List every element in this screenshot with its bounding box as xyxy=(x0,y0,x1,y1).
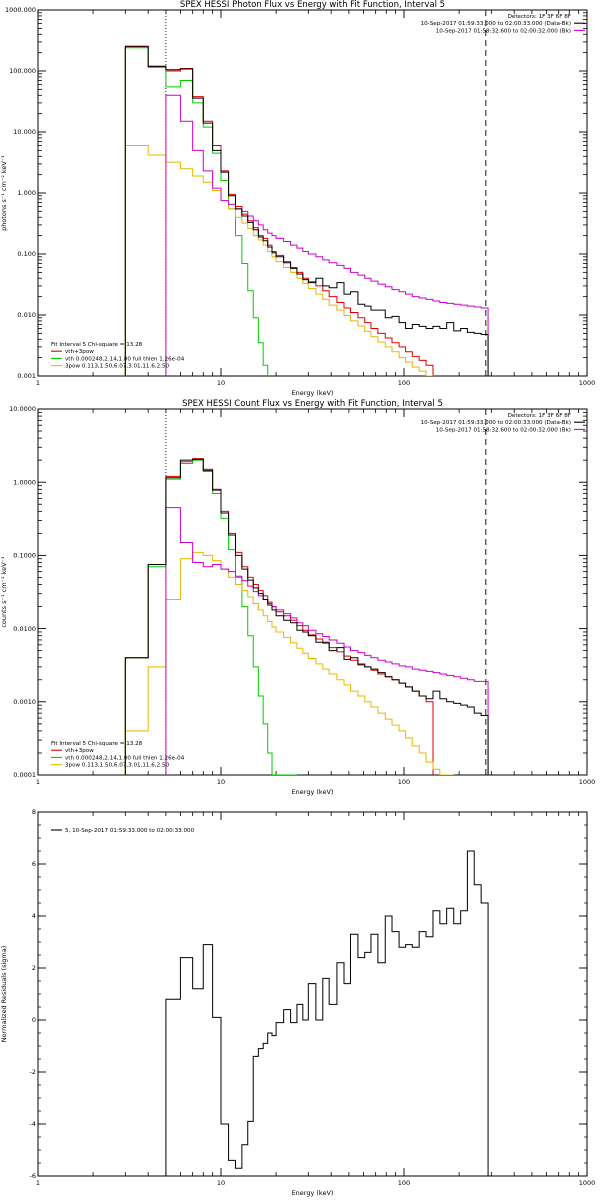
legend-entry: Fit Interval 5 Chi-square = 13.28 xyxy=(51,741,143,747)
legend-entry: 10-Sep-2017 01:58:32.600 to 02:00:32.000… xyxy=(436,28,571,34)
legend-entry: vth 0.000248,2.14,1.00 full thlen 1.26e-… xyxy=(65,755,185,761)
y-tick-label: 1.000 xyxy=(17,189,36,197)
legend-entry: 10-Sep-2017 01:59:33.000 to 02:00:33.000… xyxy=(421,420,571,426)
x-axis-label: Energy (keV) xyxy=(292,389,334,397)
legend-entry: 3pow 0.113,1.50,6.07,3.01,11.6,2.50 xyxy=(65,763,170,769)
y-tick-label: 0.010 xyxy=(17,311,36,319)
plot-frame xyxy=(37,9,588,377)
x-tick-label: 100 xyxy=(398,379,410,387)
legend-entry: Detectors: 1F 3F 6F 8F xyxy=(508,14,571,20)
legend-legend_bl: Fit Interval 5 Chi-square = 13.28vth+3po… xyxy=(51,342,185,370)
x-tick-label: 10 xyxy=(217,379,225,387)
y-tick-label: 8 xyxy=(32,808,36,816)
y-tick-label: 0.001 xyxy=(17,372,36,380)
x-tick-label: 100 xyxy=(398,1179,410,1187)
y-axis-label: counts s⁻¹ cm⁻² keV⁻¹ xyxy=(0,556,8,628)
series-line-2 xyxy=(124,47,269,376)
legend-entry: vth+3pow xyxy=(65,748,94,754)
y-tick-label: 0.0001 xyxy=(13,771,36,779)
series-line-1 xyxy=(165,850,489,1176)
series-line-5 xyxy=(124,458,489,775)
series-line-2 xyxy=(124,459,297,775)
chart-panel-3: 1 10 100 1000 -6 -4 -2 0 2 4 6 8 Energy (keV) Normali… xyxy=(0,808,595,1197)
y-tick-label: 0 xyxy=(32,1016,36,1024)
series-line-3 xyxy=(124,145,433,376)
x-tick-label: 10 xyxy=(217,778,225,786)
x-axis-label: Energy (keV) xyxy=(292,1189,334,1197)
series-group xyxy=(124,45,489,376)
legend-entry: vth 0.000248,2.14,1.00 full thlen 1.26e-… xyxy=(65,356,185,362)
y-tick-label: 10.0000 xyxy=(9,405,36,413)
y-tick-label: 1000.000 xyxy=(5,6,36,14)
legend-entry: 5, 10-Sep-2017 01:59:33.000 to 02:00:33.… xyxy=(65,828,195,834)
chart-panel-1: SPEX HESSI Photon Flux vs Energy with Fi… xyxy=(0,0,595,397)
y-tick-label: -6 xyxy=(30,1172,36,1180)
legend-legend_bl: Fit Interval 5 Chi-square = 13.28vth+3po… xyxy=(51,741,185,769)
x-tick-label: 100 xyxy=(398,778,410,786)
legend-entry: vth+3pow xyxy=(65,349,94,355)
legend-legend_tl: 5, 10-Sep-2017 01:59:33.000 to 02:00:33.… xyxy=(51,828,195,834)
legend-entry: Fit Interval 5 Chi-square = 13.28 xyxy=(51,342,143,348)
x-tick-label: 1 xyxy=(36,778,40,786)
x-tick-label: 1 xyxy=(36,379,40,387)
chart-panel-2: SPEX HESSI Count Flux vs Energy with Fit… xyxy=(0,399,595,796)
y-tick-label: 6 xyxy=(32,860,36,868)
y-tick-label: 100.000 xyxy=(9,67,36,75)
series-line-1 xyxy=(124,458,434,775)
x-tick-label: 1000 xyxy=(579,1179,596,1187)
y-axis-label: Normalized Residuals (sigma) xyxy=(0,946,8,1043)
y-axis-label: photons s⁻¹ cm⁻² keV⁻¹ xyxy=(0,155,8,231)
x-axis-label: Energy (keV) xyxy=(292,788,334,796)
y-tick-label: 0.0100 xyxy=(13,625,36,633)
series-group xyxy=(165,850,489,1176)
y-tick-label: 4 xyxy=(32,912,36,920)
chart-title: SPEX HESSI Count Flux vs Energy with Fit… xyxy=(182,399,443,409)
y-tick-label: 1.0000 xyxy=(13,478,36,486)
y-tick-label: 10.000 xyxy=(13,128,36,136)
y-tick-label: 0.0010 xyxy=(13,698,36,706)
legend-entry: Detectors: 1F 3F 6F 8F xyxy=(508,413,571,419)
y-tick-label: 0.1000 xyxy=(13,552,36,560)
x-tick-label: 1 xyxy=(36,1179,40,1187)
y-tick-label: 2 xyxy=(32,964,36,972)
series-line-5 xyxy=(124,45,489,376)
chart-title: SPEX HESSI Photon Flux vs Energy with Fi… xyxy=(180,0,445,10)
series-line-1 xyxy=(124,46,434,376)
plot-frame xyxy=(37,408,588,776)
series-group xyxy=(124,458,489,775)
series-line-3 xyxy=(124,551,454,775)
series-line-4 xyxy=(165,94,489,376)
y-tick-label: -2 xyxy=(30,1068,36,1076)
series-line-4 xyxy=(165,507,489,775)
legend-entry: 10-Sep-2017 01:58:32.600 to 02:00:32.000… xyxy=(436,427,571,433)
x-tick-label: 1000 xyxy=(579,379,596,387)
x-tick-label: 10 xyxy=(217,1179,225,1187)
y-tick-label: -4 xyxy=(30,1120,36,1128)
legend-entry: 10-Sep-2017 01:59:33.000 to 02:00:33.000… xyxy=(421,21,571,27)
x-tick-label: 1000 xyxy=(579,778,596,786)
plot-frame xyxy=(37,811,588,1177)
y-tick-label: 0.100 xyxy=(17,250,36,258)
legend-entry: 3pow 0.113,1.50,6.07,3.01,11.6,2.50 xyxy=(65,364,170,370)
